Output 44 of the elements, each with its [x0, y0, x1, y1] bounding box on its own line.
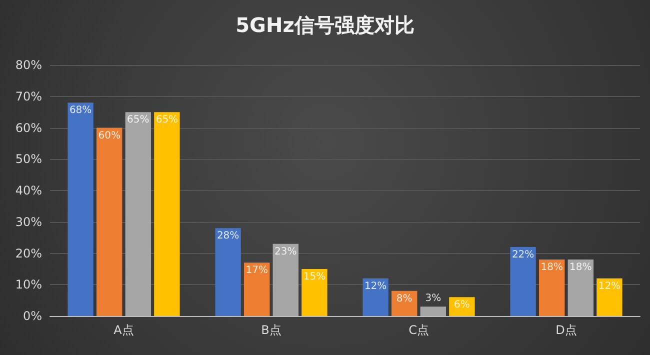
bar — [125, 112, 152, 316]
bar — [510, 246, 536, 316]
bar — [68, 102, 94, 316]
data-label: 3% — [425, 293, 442, 304]
bar — [96, 128, 122, 316]
data-label: 15% — [303, 271, 326, 282]
y-tick-label: 0% — [22, 309, 42, 323]
data-label: 8% — [396, 293, 412, 304]
data-label: 23% — [274, 246, 297, 258]
bar — [362, 278, 388, 316]
y-tick-label: 80% — [15, 58, 42, 72]
data-label: 12% — [364, 280, 387, 292]
bar — [420, 306, 446, 316]
data-label: 6% — [454, 300, 470, 311]
chart-title: 5GHz信号强度对比 — [236, 13, 414, 37]
data-label: 22% — [512, 249, 534, 260]
x-tick-label: A点 — [114, 323, 134, 337]
bar — [538, 260, 565, 316]
data-label: 60% — [98, 130, 120, 142]
y-tick-label: 40% — [15, 184, 42, 198]
x-tick-label: C点 — [408, 323, 429, 337]
bar — [272, 244, 299, 316]
bar — [244, 262, 270, 316]
data-label: 68% — [69, 105, 92, 116]
bar — [596, 278, 622, 316]
data-label: 65% — [127, 114, 150, 126]
data-label: 18% — [540, 262, 563, 274]
y-tick-label: 10% — [15, 278, 42, 292]
data-label: 28% — [216, 230, 240, 242]
data-label: 18% — [570, 262, 592, 274]
bar — [302, 268, 328, 316]
y-tick-label: 70% — [15, 89, 42, 104]
data-label: 17% — [246, 265, 268, 276]
y-tick-label: 50% — [15, 152, 42, 166]
data-label: 65% — [156, 114, 178, 126]
y-tick-label: 30% — [15, 214, 42, 229]
y-tick-label: 20% — [15, 246, 42, 260]
bar — [568, 260, 594, 316]
y-tick-label: 60% — [15, 120, 42, 135]
bar — [215, 228, 241, 316]
bar — [154, 112, 180, 316]
x-tick-label: B点 — [261, 323, 282, 337]
data-label: 12% — [598, 280, 621, 292]
x-tick-label: D点 — [556, 323, 577, 337]
